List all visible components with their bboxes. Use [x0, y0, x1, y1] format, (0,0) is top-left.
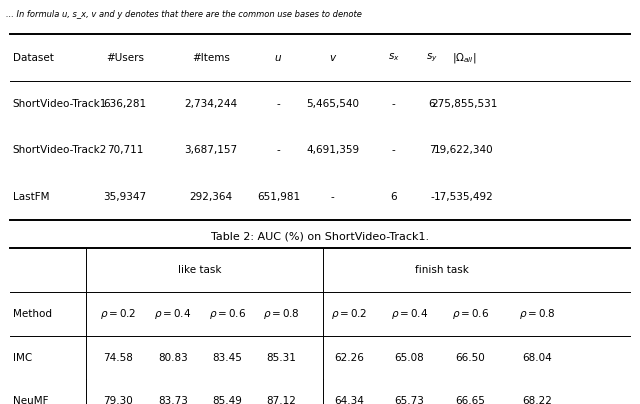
- Text: $s_y$: $s_y$: [426, 51, 438, 64]
- Text: $\rho=0.8$: $\rho=0.8$: [263, 307, 300, 321]
- Text: $s_x$: $s_x$: [388, 52, 399, 63]
- Text: 636,281: 636,281: [103, 99, 147, 109]
- Text: 3,687,157: 3,687,157: [184, 145, 238, 156]
- Text: like task: like task: [179, 265, 221, 275]
- Text: 651,981: 651,981: [257, 192, 300, 202]
- Text: 2,734,244: 2,734,244: [184, 99, 238, 109]
- Text: 19,622,340: 19,622,340: [434, 145, 494, 156]
- Text: 6: 6: [429, 99, 435, 109]
- Text: IMC: IMC: [13, 353, 32, 362]
- Text: Method: Method: [13, 309, 52, 319]
- Text: finish task: finish task: [415, 265, 468, 275]
- Text: 35,9347: 35,9347: [103, 192, 147, 202]
- Text: 74.58: 74.58: [104, 353, 133, 362]
- Text: 68.22: 68.22: [523, 396, 552, 404]
- Text: ShortVideo-Track2: ShortVideo-Track2: [13, 145, 107, 156]
- Text: 79.30: 79.30: [104, 396, 133, 404]
- Text: 65.08: 65.08: [395, 353, 424, 362]
- Text: -: -: [276, 99, 280, 109]
- Text: 85.31: 85.31: [267, 353, 296, 362]
- Text: ... In formula u, s_x, v and y denotes that there are the common use bases to de: ... In formula u, s_x, v and y denotes t…: [6, 10, 362, 19]
- Text: 66.50: 66.50: [456, 353, 485, 362]
- Text: Dataset: Dataset: [13, 53, 54, 63]
- Text: 65.73: 65.73: [395, 396, 424, 404]
- Text: -: -: [430, 192, 434, 202]
- Text: Table 2: AUC (%) on ShortVideo-Track1.: Table 2: AUC (%) on ShortVideo-Track1.: [211, 231, 429, 241]
- Text: 292,364: 292,364: [189, 192, 233, 202]
- Text: LastFM: LastFM: [13, 192, 49, 202]
- Text: 4,691,359: 4,691,359: [306, 145, 360, 156]
- Text: $\rho=0.4$: $\rho=0.4$: [391, 307, 428, 321]
- Text: #Items: #Items: [192, 53, 230, 63]
- Text: -: -: [331, 192, 335, 202]
- Text: -: -: [392, 145, 396, 156]
- Text: $u$: $u$: [275, 53, 282, 63]
- Text: 70,711: 70,711: [107, 145, 143, 156]
- Text: 83.73: 83.73: [158, 396, 188, 404]
- Text: 62.26: 62.26: [334, 353, 364, 362]
- Text: 87.12: 87.12: [267, 396, 296, 404]
- Text: 275,855,531: 275,855,531: [431, 99, 497, 109]
- Text: $\rho=0.6$: $\rho=0.6$: [209, 307, 246, 321]
- Text: 80.83: 80.83: [158, 353, 188, 362]
- Text: $v$: $v$: [329, 53, 337, 63]
- Text: ShortVideo-Track1: ShortVideo-Track1: [13, 99, 107, 109]
- Text: $\rho=0.2$: $\rho=0.2$: [100, 307, 136, 321]
- Text: NeuMF: NeuMF: [13, 396, 48, 404]
- Text: $\rho=0.8$: $\rho=0.8$: [519, 307, 556, 321]
- Text: 64.34: 64.34: [334, 396, 364, 404]
- Text: $\rho=0.2$: $\rho=0.2$: [331, 307, 367, 321]
- Text: 5,465,540: 5,465,540: [307, 99, 359, 109]
- Text: 7: 7: [429, 145, 435, 156]
- Text: 85.49: 85.49: [212, 396, 242, 404]
- Text: $\rho=0.4$: $\rho=0.4$: [154, 307, 191, 321]
- Text: $|\Omega_{all}|$: $|\Omega_{all}|$: [452, 50, 476, 65]
- Text: -: -: [276, 145, 280, 156]
- Text: 66.65: 66.65: [456, 396, 485, 404]
- Text: 83.45: 83.45: [212, 353, 242, 362]
- Text: 17,535,492: 17,535,492: [434, 192, 494, 202]
- Text: 68.04: 68.04: [523, 353, 552, 362]
- Text: -: -: [392, 99, 396, 109]
- Text: 6: 6: [390, 192, 397, 202]
- Text: #Users: #Users: [106, 53, 144, 63]
- Text: $\rho=0.6$: $\rho=0.6$: [452, 307, 489, 321]
